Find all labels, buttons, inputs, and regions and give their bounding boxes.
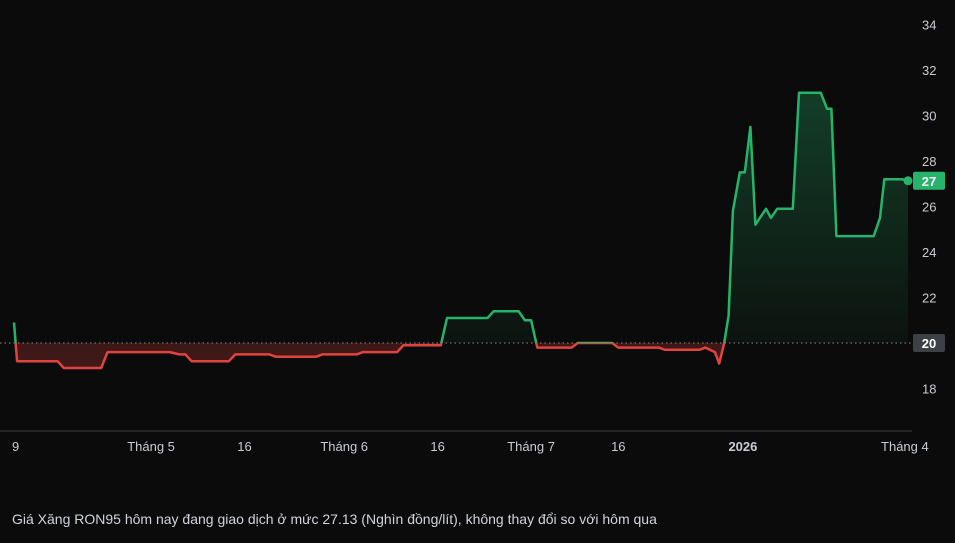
y-axis-ticks: 18 20 22 24 26 28 30 32 34 [922,18,936,397]
y-tick-label: 34 [922,18,936,33]
x-tick-label: 2026 [728,439,757,454]
last-price-label: 27 [922,174,936,189]
x-tick-label: Tháng 5 [127,439,175,454]
price-caption: Giá Xăng RON95 hôm nay đang giao dịch ở … [12,511,657,527]
x-tick-label: Tháng 4 [881,439,929,454]
price-chart: 18 20 22 24 26 28 30 32 34 9 Tháng 5 16 Tháng 6 16 Th… [0,18,945,454]
baseline-badge: 20 [913,334,945,352]
x-tick-label: 16 [430,439,444,454]
price-line-below-baseline [14,343,726,370]
y-tick-label: 18 [922,382,936,397]
y-tick-label: 24 [922,245,936,260]
x-tick-label: Tháng 7 [507,439,555,454]
y-tick-label: 28 [922,154,936,169]
baseline-price-label: 20 [922,336,936,351]
y-tick-label: 22 [922,291,936,306]
x-tick-label: 9 [12,439,19,454]
x-tick-label: Tháng 6 [320,439,368,454]
y-tick-label: 26 [922,200,936,215]
x-tick-label: 16 [611,439,625,454]
area-fill-above-baseline [14,92,908,343]
y-tick-label: 32 [922,63,936,78]
y-tick-label: 30 [922,109,936,124]
last-price-dot [903,176,913,186]
x-tick-label: 16 [237,439,251,454]
last-price-badge: 27 [913,171,945,190]
x-axis-ticks: 9 Tháng 5 16 Tháng 6 16 Tháng 7 16 2026 Tháng 4 [12,439,929,454]
price-line-above-baseline [12,91,909,343]
